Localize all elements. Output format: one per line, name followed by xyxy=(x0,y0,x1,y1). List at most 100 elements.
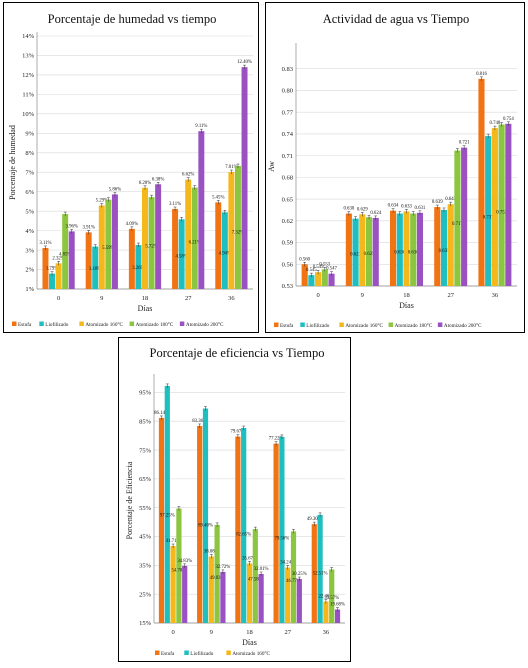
data-label: 4.09% xyxy=(126,222,138,227)
data-label: 30.25% xyxy=(292,572,307,577)
y-tick-label: 4% xyxy=(25,228,34,235)
data-label: 3.18% xyxy=(89,267,101,272)
data-label: 35.67% xyxy=(242,556,257,561)
y-tick-label: 13% xyxy=(22,53,35,60)
data-label: 5.45% xyxy=(212,195,224,200)
data-label: 32.72% xyxy=(216,565,231,570)
data-label: 0.643 xyxy=(445,197,456,202)
data-label: 7.32% xyxy=(232,231,244,236)
data-label: 77.22% xyxy=(269,437,284,442)
bar-liofilizado xyxy=(308,275,315,286)
bar-atomizado-200-c xyxy=(182,565,188,623)
data-label: 4.85% xyxy=(59,252,71,257)
bar-estufa xyxy=(42,247,49,289)
bar-liofilizado xyxy=(221,212,228,289)
data-label: 0.634 xyxy=(388,204,399,209)
data-label: 0.624 xyxy=(370,211,381,216)
data-label: 46.77% xyxy=(286,579,301,584)
y-tick-label: 0.83 xyxy=(282,66,293,73)
data-label: 0.737 xyxy=(483,216,494,221)
x-tick-label: 0 xyxy=(171,629,174,636)
data-label: 5.86% xyxy=(109,187,121,192)
legend-swatch xyxy=(226,650,231,655)
data-label: 0.553 xyxy=(319,262,330,267)
data-label: 0.639 xyxy=(432,200,443,205)
bar-atomizado-180-c xyxy=(214,524,220,623)
bar-estufa xyxy=(273,443,279,623)
y-tick-label: 0.80 xyxy=(282,88,293,95)
bar-liofilizado xyxy=(485,136,492,286)
bar-estufa xyxy=(311,524,317,623)
data-label: 4.94% xyxy=(219,251,231,256)
x-tick-label: 36 xyxy=(228,295,235,302)
bar-atomizado-180-c xyxy=(498,124,505,286)
data-label: 5.72% xyxy=(145,245,157,250)
data-label: 0.635 xyxy=(439,249,450,254)
bar-estufa xyxy=(478,78,485,286)
bar-atomizado-200-c xyxy=(296,579,302,623)
data-label: 49.30% xyxy=(307,517,322,522)
efficiency-chart-panel: Porcentaje de eficiencia vs Tiempo 15% 25%… xyxy=(118,337,351,662)
x-axis-label: Días xyxy=(399,301,414,310)
data-label: 41.71% xyxy=(166,539,181,544)
data-label: 3.26% xyxy=(132,266,144,271)
bar-atomizado-160-c xyxy=(447,204,454,286)
x-tick-label: 36 xyxy=(323,629,330,636)
data-label: 0.754 xyxy=(503,117,514,122)
bar-atomizado-160-c xyxy=(142,187,148,289)
data-label: 86.14% xyxy=(154,411,169,416)
legend-label: Atomizado 200°C xyxy=(186,321,224,328)
legend-swatch xyxy=(79,321,84,326)
y-tick-label: 55% xyxy=(139,505,152,512)
y-tick-label: 0.65 xyxy=(282,196,293,203)
data-label: 49.03% xyxy=(210,576,225,581)
legend-swatch xyxy=(12,321,17,326)
legend-swatch xyxy=(155,650,160,655)
data-label: 0.545 xyxy=(306,268,317,273)
y-tick-label: 11% xyxy=(22,92,34,99)
data-label: 6.62% xyxy=(182,173,194,178)
data-label: 6.38% xyxy=(152,177,164,182)
data-label: 0.633 xyxy=(401,204,412,209)
y-tick-label: 75% xyxy=(139,447,152,454)
y-tick-label: 0.62 xyxy=(282,218,293,225)
bar-estufa xyxy=(345,213,352,286)
data-label: 0.630 xyxy=(343,207,354,212)
x-tick-label: 0 xyxy=(57,295,60,302)
bar-liofilizado xyxy=(178,219,185,289)
y-tick-label: 0.68 xyxy=(282,175,293,182)
legend-label: Estufa xyxy=(280,322,294,329)
legend-label: Atomizado 180°C xyxy=(136,321,174,328)
water-activity-chart-panel: Actividad de agua vs Tiempo 0.53 0.56 0.59 0… xyxy=(265,2,525,333)
data-label: 79.56% xyxy=(274,536,289,541)
legend-swatch xyxy=(274,322,279,327)
bar-atomizado-180-c xyxy=(321,269,328,286)
y-tick-label: 12% xyxy=(22,72,35,79)
data-label: 3.96% xyxy=(66,224,78,229)
data-label: 0.748 xyxy=(490,121,501,126)
bar-estufa xyxy=(434,207,441,286)
y-tick-label: 85% xyxy=(139,418,152,425)
data-label: 0.549 xyxy=(313,265,324,270)
x-tick-label: 9 xyxy=(100,295,103,302)
data-label: 0.625 xyxy=(364,252,375,257)
bar-liofilizado xyxy=(202,408,209,623)
bar-liofilizado xyxy=(241,428,247,623)
bar-atomizado-160-c xyxy=(208,556,214,623)
y-tick-label: 1% xyxy=(25,286,34,293)
bar-estufa xyxy=(215,202,222,289)
chart-title: Actividad de agua vs Tiempo xyxy=(323,12,470,26)
y-tick-label: 0.71 xyxy=(282,153,293,160)
bar-estufa xyxy=(128,228,135,289)
data-label: 1.79% xyxy=(46,267,58,272)
legend-swatch xyxy=(129,321,135,326)
bar-liofilizado xyxy=(396,213,403,286)
bar-atomizado-160-c xyxy=(98,205,105,289)
bar-atomizado-200-c xyxy=(155,184,162,289)
legend-swatch xyxy=(388,322,394,327)
x-tick-label: 9 xyxy=(210,629,213,636)
data-label: 0.753 xyxy=(496,210,507,215)
data-label: 0.816 xyxy=(476,72,487,77)
legend-label: Estufa xyxy=(18,321,32,328)
x-tick-label: 18 xyxy=(403,292,410,299)
